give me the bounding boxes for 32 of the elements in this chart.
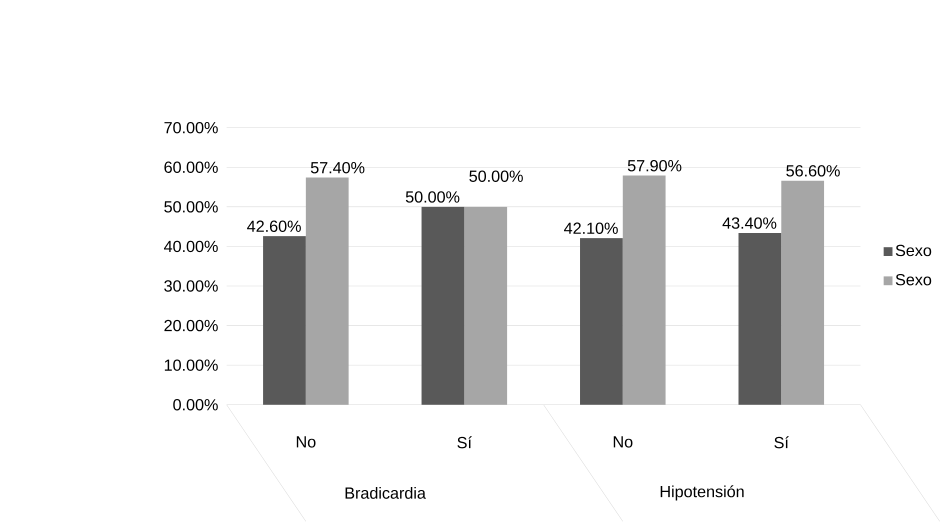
data-label: 43.40% bbox=[722, 218, 776, 229]
text: Hipotensión bbox=[660, 485, 744, 501]
y-tick-label: 40.00% bbox=[164, 240, 218, 252]
data-label: 42.10% bbox=[564, 222, 618, 234]
y-tick-label: 0.00% bbox=[173, 399, 218, 411]
data-label: 42.60% bbox=[247, 220, 301, 232]
y-tick-label: 30.00% bbox=[164, 280, 218, 292]
bar bbox=[422, 206, 464, 405]
data-label: 50.00% bbox=[406, 191, 460, 203]
bar bbox=[464, 206, 508, 405]
text: Bradicardia bbox=[346, 487, 426, 499]
x-tick-label: Sí bbox=[457, 436, 472, 449]
bar bbox=[306, 178, 349, 405]
x-tick-label: Sí bbox=[774, 436, 789, 449]
bar bbox=[781, 180, 824, 405]
data-label: 57.90% bbox=[628, 160, 682, 172]
bar bbox=[738, 233, 782, 405]
data-label: 50.00% bbox=[469, 170, 523, 182]
bar bbox=[580, 238, 623, 405]
data-label: 56.60% bbox=[786, 165, 840, 177]
y-tick-label: 70.00% bbox=[164, 122, 218, 134]
legend-label: Sexo bbox=[896, 274, 932, 286]
data-label: 57.40% bbox=[310, 162, 364, 174]
bar bbox=[263, 236, 306, 405]
y-tick-label: 20.00% bbox=[164, 320, 218, 332]
y-tick-label: 60.00% bbox=[164, 162, 218, 174]
x-tick-label: No bbox=[296, 436, 316, 448]
legend-label: Sexo bbox=[896, 244, 932, 256]
y-tick-label: 50.00% bbox=[164, 201, 218, 213]
y-tick-label: 10.00% bbox=[164, 360, 218, 372]
bar bbox=[622, 176, 666, 405]
x-tick-label: No bbox=[614, 436, 632, 448]
